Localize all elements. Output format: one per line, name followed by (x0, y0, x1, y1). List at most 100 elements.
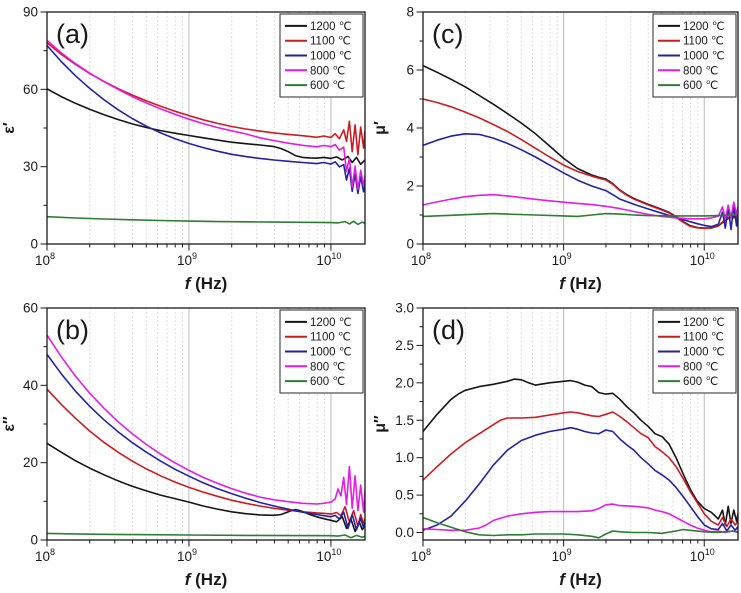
y-tick-label: 0 (30, 237, 38, 252)
legend-label: 1000 ℃ (683, 347, 725, 359)
legend-label: 800 ℃ (310, 361, 345, 373)
legend-label: 1000 ℃ (310, 347, 352, 359)
y-tick-label: 30 (23, 159, 38, 174)
y-tick-label: 1.0 (395, 450, 414, 465)
y-axis-title: μ′ (372, 121, 389, 135)
x-tick-label: 109 (177, 251, 197, 268)
panel-b-epsilon-doubleprime: 108 109 1010 0 20 40 60 f (Hz) ε″ (b) 1200 ℃ 1100 ℃… (0, 296, 371, 593)
x-tick-label: 109 (552, 251, 572, 268)
y-tick-label: 2 (406, 179, 414, 194)
panel-letter: (b) (56, 315, 89, 345)
chart-mu-doubleprime: 108 109 1010 0.0 0.5 1.0 1.5 2.0 2.5 3.0 f (Hz) μ″ (… (372, 301, 739, 589)
axis-ticks (40, 11, 332, 251)
panel-letter: (c) (432, 19, 463, 49)
y-axis-title: μ″ (372, 415, 389, 433)
x-axis-title: f (Hz) (559, 570, 602, 589)
series-line-800C (47, 334, 365, 513)
x-tick-label: 108 (35, 251, 55, 268)
panel-c-mu-prime: 108 109 1010 0 2 4 6 8 f (Hz) μ′ (c) 1200 ℃ 1100 ℃ 10… (371, 0, 741, 296)
axis-tick-labels: 108 109 1010 0.0 0.5 1.0 1.5 2.0 2.5 3.0 (395, 301, 715, 565)
x-tick-label: 108 (411, 251, 431, 268)
legend-label: 600 ℃ (683, 376, 718, 388)
series-lines (47, 39, 365, 226)
legend-label: 800 ℃ (683, 361, 718, 373)
y-tick-label: 90 (23, 5, 38, 20)
legend-label: 1100 ℃ (683, 332, 724, 344)
x-tick-label: 1010 (690, 251, 715, 268)
y-tick-label: 4 (406, 121, 414, 136)
panel-letter: (d) (432, 315, 465, 345)
series-line-1100C (47, 42, 365, 156)
legend-label: 800 ℃ (683, 65, 718, 77)
legend: 1200 ℃ 1100 ℃ 1000 ℃ 800 ℃ 600 ℃ (652, 309, 737, 394)
y-tick-label: 0 (406, 237, 414, 252)
axis-ticks (416, 11, 705, 251)
legend: 1200 ℃ 1100 ℃ 1000 ℃ 800 ℃ 600 ℃ (279, 309, 364, 394)
series-line-800C (423, 193, 738, 220)
legend-label: 1200 ℃ (683, 317, 725, 329)
x-tick-label: 1010 (316, 547, 341, 564)
y-tick-label: 3.0 (395, 301, 414, 316)
series-line-1100C (423, 98, 738, 230)
axis-ticks (416, 307, 705, 547)
x-tick-label: 109 (552, 547, 572, 564)
legend-label: 600 ℃ (310, 80, 345, 92)
series-line-1100C (423, 411, 738, 528)
legend-label: 1100 ℃ (310, 332, 351, 344)
legend-label: 600 ℃ (310, 376, 345, 388)
chart-epsilon-doubleprime: 108 109 1010 0 20 40 60 f (Hz) ε″ (b) 1200 ℃ 1100 ℃… (1, 301, 366, 589)
x-axis-title: f (Hz) (559, 274, 602, 293)
series-line-600C (423, 212, 738, 218)
panel-a-epsilon-prime: 108 109 1010 0 30 60 90 f (Hz) ε′ (a) 1200 ℃ 1100 ℃… (0, 0, 371, 296)
y-tick-label: 6 (406, 63, 414, 78)
series-line-1200C (47, 88, 365, 166)
series-line-1000C (423, 426, 738, 532)
y-tick-label: 0 (30, 533, 38, 548)
legend-label: 1000 ℃ (310, 51, 352, 63)
series-line-800C (47, 39, 365, 191)
x-tick-label: 109 (177, 547, 197, 564)
x-axis-title: f (Hz) (185, 570, 228, 589)
legend-label: 1100 ℃ (310, 36, 351, 48)
y-tick-label: 8 (406, 5, 414, 20)
series-line-600C (47, 532, 365, 539)
y-tick-label: 2.0 (395, 375, 414, 390)
legend-label: 600 ℃ (683, 80, 718, 92)
series-line-800C (423, 503, 738, 534)
y-axis-title: ε″ (1, 416, 18, 432)
axis-tick-labels: 108 109 1010 0 20 40 60 (23, 301, 341, 565)
y-tick-label: 1.5 (395, 413, 414, 428)
series-lines (423, 378, 738, 539)
x-tick-label: 1010 (690, 547, 715, 564)
axis-ticks (40, 307, 332, 547)
series-line-600C (423, 516, 738, 539)
x-tick-label: 1010 (316, 251, 341, 268)
panel-d-mu-doubleprime: 108 109 1010 0.0 0.5 1.0 1.5 2.0 2.5 3.0 f (Hz) μ″ (… (371, 296, 741, 593)
series-line-1200C (47, 442, 365, 533)
chart-epsilon-prime: 108 109 1010 0 30 60 90 f (Hz) ε′ (a) 1200 ℃ 1100 ℃… (1, 5, 366, 293)
series-line-1000C (423, 133, 738, 231)
y-tick-label: 60 (23, 82, 38, 97)
panel-letter: (a) (56, 19, 89, 49)
series-lines (423, 64, 738, 231)
y-tick-label: 0.5 (395, 488, 414, 503)
x-tick-label: 108 (411, 547, 431, 564)
plot-frame (422, 307, 739, 541)
y-axis-title: ε′ (1, 122, 18, 134)
series-lines (47, 334, 365, 539)
legend-label: 1200 ℃ (310, 317, 352, 329)
x-axis-title: f (Hz) (185, 274, 228, 293)
series-line-1000C (47, 353, 365, 531)
series-line-1200C (423, 378, 738, 526)
legend-label: 1000 ℃ (683, 51, 725, 63)
y-tick-label: 60 (23, 301, 38, 316)
legend: 1200 ℃ 1100 ℃ 1000 ℃ 800 ℃ 600 ℃ (279, 13, 364, 98)
y-tick-label: 2.5 (395, 338, 414, 353)
axis-tick-labels: 108 109 1010 0 2 4 6 8 (406, 5, 714, 269)
legend-label: 1200 ℃ (683, 21, 725, 33)
x-tick-label: 108 (35, 547, 55, 564)
y-tick-label: 0.0 (395, 525, 414, 540)
gridlines (464, 12, 705, 244)
